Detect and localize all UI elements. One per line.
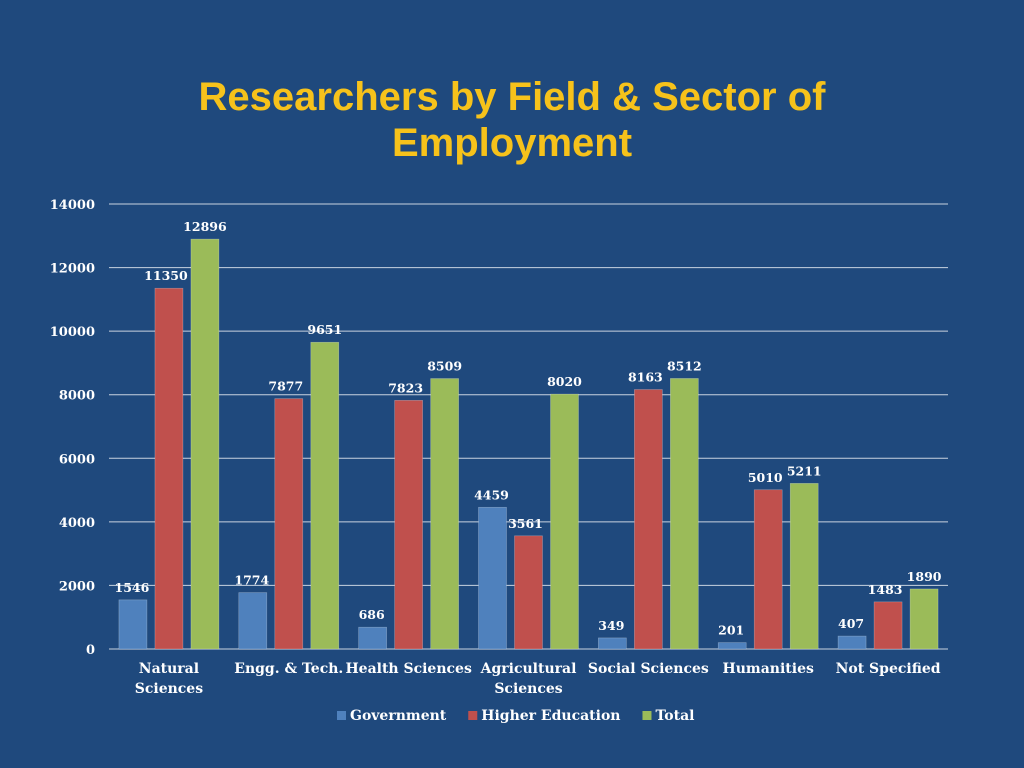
bar-higher-education <box>873 601 903 650</box>
bar-higher-education <box>394 400 423 650</box>
data-label: 5211 <box>787 463 822 478</box>
data-label: 7823 <box>388 380 423 395</box>
bar-government <box>358 626 387 650</box>
legend-swatch-total <box>642 711 652 720</box>
x-tick-label: Engg. & Tech. <box>234 661 343 677</box>
data-label: 1546 <box>115 580 150 595</box>
bar-total <box>430 378 459 650</box>
bar-total <box>789 483 819 650</box>
bar-higher-education <box>514 535 543 650</box>
y-tick-label: 6000 <box>59 452 95 467</box>
data-label: 3561 <box>508 516 543 531</box>
chart-title-line-2: Employment <box>391 121 633 165</box>
data-label: 12896 <box>183 219 227 234</box>
bar-higher-education <box>154 287 184 650</box>
data-label: 349 <box>598 618 624 633</box>
bar-total <box>310 341 340 650</box>
x-tick-label: Agricultural <box>480 661 577 677</box>
bar-government <box>598 637 627 650</box>
bar-government <box>118 599 148 650</box>
data-label: 8512 <box>667 358 702 373</box>
y-tick-label: 0 <box>86 643 95 658</box>
bar-higher-education <box>753 489 783 650</box>
data-label: 5010 <box>748 470 783 485</box>
y-tick-label: 2000 <box>59 579 95 594</box>
data-label: 1483 <box>868 582 903 597</box>
x-tick-label: Social Sciences <box>588 661 709 677</box>
data-label: 686 <box>359 607 385 622</box>
bar-higher-education <box>274 398 304 650</box>
legend-swatch-government <box>337 711 346 720</box>
y-tick-label: 14000 <box>50 198 95 213</box>
data-label: 8020 <box>547 374 582 389</box>
bar-higher-education <box>634 389 663 650</box>
data-label: 7877 <box>268 379 303 394</box>
bar-government <box>478 506 507 650</box>
legend-label: Government <box>350 708 447 724</box>
data-label: 407 <box>838 616 864 631</box>
data-label: 4459 <box>474 487 509 502</box>
y-tick-label: 4000 <box>59 516 95 531</box>
bar-government <box>717 642 747 650</box>
x-tick-label: Not Specified <box>836 661 941 677</box>
x-tick-label: Natural <box>139 661 199 677</box>
bar-total <box>550 393 579 650</box>
data-label: 1774 <box>234 573 269 588</box>
x-tick-label: Humanities <box>723 661 814 677</box>
legend-label: Total <box>655 708 694 724</box>
legend-swatch-higher-education <box>468 711 478 720</box>
y-tick-label: 8000 <box>59 389 95 404</box>
data-label: 9651 <box>307 322 342 337</box>
x-tick-label: Sciences <box>135 681 203 697</box>
y-tick-label: 12000 <box>50 262 95 277</box>
chart-title-line-1: Researchers by Field & Sector of <box>198 75 826 119</box>
bar-total <box>670 378 699 650</box>
data-label: 8509 <box>427 359 462 374</box>
data-label: 201 <box>718 623 744 638</box>
bar-total <box>909 588 939 650</box>
data-label: 1890 <box>907 569 942 584</box>
y-tick-label: 10000 <box>50 325 95 340</box>
legend-label: Higher Education <box>481 708 620 724</box>
x-tick-label: Sciences <box>494 681 562 697</box>
x-tick-label: Health Sciences <box>345 661 472 677</box>
data-label: 11350 <box>144 268 188 283</box>
bar-government <box>238 592 268 650</box>
bar-government <box>837 635 867 650</box>
chart-title: Researchers by Field & Sector of Employm… <box>0 74 1024 166</box>
data-label: 8163 <box>628 370 663 385</box>
bar-total <box>190 238 220 650</box>
